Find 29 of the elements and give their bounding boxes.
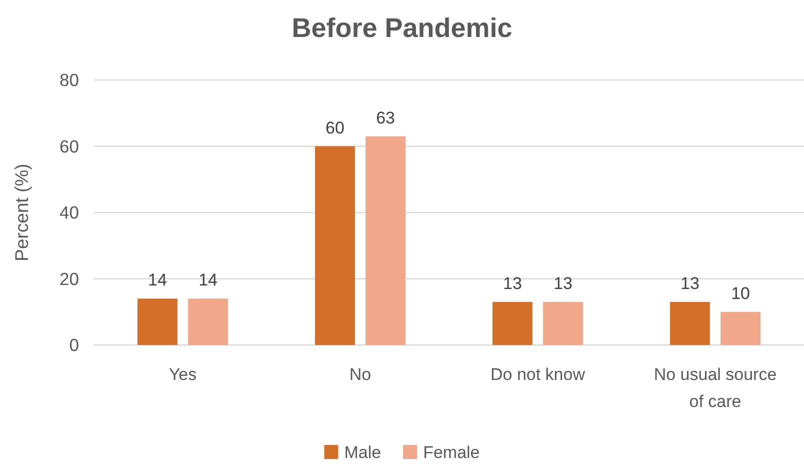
x-tick-label: Do not know bbox=[490, 365, 586, 384]
bar bbox=[314, 146, 355, 345]
data-label: 60 bbox=[325, 118, 344, 138]
y-tick-label: 40 bbox=[60, 202, 80, 223]
x-tick-label: Yes bbox=[168, 365, 197, 384]
y-tick-label: 60 bbox=[60, 136, 80, 156]
bar bbox=[543, 302, 584, 345]
data-label: 13 bbox=[502, 274, 522, 293]
x-tick-label: No usual source of care bbox=[654, 365, 777, 411]
data-label: 14 bbox=[198, 270, 218, 290]
legend-label: Male bbox=[344, 443, 382, 462]
data-label: 63 bbox=[376, 108, 396, 128]
x-tick-label: No bbox=[349, 365, 372, 384]
bar bbox=[720, 312, 761, 345]
data-label: 14 bbox=[148, 270, 167, 290]
data-label: 10 bbox=[731, 284, 750, 303]
bar bbox=[366, 136, 406, 345]
bar bbox=[492, 302, 532, 345]
y-tick-label: 80 bbox=[60, 70, 80, 90]
chart-title: Before Pandemic bbox=[292, 13, 512, 43]
bar bbox=[670, 302, 710, 345]
data-label: 13 bbox=[680, 274, 700, 293]
y-tick-label: 20 bbox=[60, 268, 80, 289]
legend-label: Female bbox=[423, 443, 480, 462]
bar bbox=[188, 298, 228, 345]
y-tick-label: 0 bbox=[69, 335, 80, 356]
data-label: 13 bbox=[554, 274, 573, 293]
bar bbox=[137, 298, 178, 345]
y-axis-title: Percent (%) bbox=[11, 164, 32, 262]
